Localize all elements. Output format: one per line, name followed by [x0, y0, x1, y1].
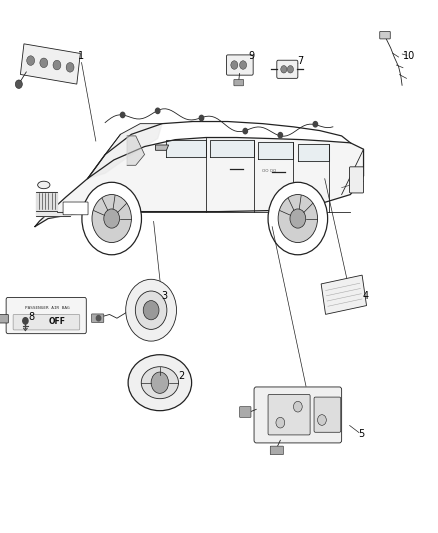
FancyBboxPatch shape [314, 397, 341, 432]
FancyBboxPatch shape [380, 31, 390, 39]
Circle shape [318, 415, 326, 425]
FancyBboxPatch shape [6, 297, 86, 334]
Circle shape [126, 279, 177, 341]
Polygon shape [36, 192, 57, 211]
Circle shape [281, 66, 287, 73]
Polygon shape [166, 140, 206, 157]
Polygon shape [258, 142, 293, 159]
Polygon shape [321, 275, 367, 314]
Text: OFF: OFF [49, 318, 65, 326]
FancyBboxPatch shape [63, 202, 88, 215]
FancyBboxPatch shape [254, 387, 342, 443]
Text: 2: 2 [179, 371, 185, 381]
Polygon shape [298, 144, 328, 161]
Circle shape [278, 133, 283, 138]
FancyBboxPatch shape [13, 314, 80, 330]
Circle shape [27, 56, 35, 66]
Circle shape [66, 62, 74, 72]
Text: 1: 1 [78, 51, 84, 61]
Polygon shape [155, 145, 169, 150]
Circle shape [53, 60, 61, 70]
Text: 5: 5 [358, 430, 364, 439]
Circle shape [290, 209, 306, 228]
Circle shape [151, 372, 169, 393]
Circle shape [15, 80, 22, 88]
Circle shape [155, 108, 160, 114]
Circle shape [231, 61, 238, 69]
FancyBboxPatch shape [240, 407, 251, 417]
FancyBboxPatch shape [92, 314, 104, 322]
Circle shape [268, 182, 328, 255]
Text: 8: 8 [28, 312, 35, 322]
FancyBboxPatch shape [0, 314, 8, 323]
Circle shape [293, 401, 302, 412]
Circle shape [23, 318, 28, 324]
Circle shape [104, 209, 120, 228]
Circle shape [40, 58, 48, 68]
Polygon shape [35, 138, 364, 227]
Circle shape [120, 112, 125, 118]
FancyBboxPatch shape [234, 79, 244, 86]
Circle shape [135, 291, 167, 329]
Text: 3: 3 [161, 291, 167, 301]
FancyBboxPatch shape [270, 446, 283, 455]
Ellipse shape [128, 355, 192, 411]
Circle shape [143, 301, 159, 320]
FancyBboxPatch shape [277, 60, 298, 78]
Polygon shape [21, 44, 80, 84]
Circle shape [92, 195, 131, 243]
Circle shape [278, 195, 318, 243]
Text: 4: 4 [363, 291, 369, 301]
Ellipse shape [38, 181, 50, 189]
Circle shape [243, 128, 247, 134]
FancyBboxPatch shape [350, 167, 364, 193]
Polygon shape [127, 136, 145, 165]
Circle shape [96, 316, 101, 321]
FancyBboxPatch shape [268, 394, 310, 435]
Text: OO OO: OO OO [262, 168, 276, 173]
Text: 7: 7 [297, 56, 303, 66]
Circle shape [240, 61, 247, 69]
Circle shape [313, 122, 318, 127]
Circle shape [287, 66, 293, 73]
Circle shape [199, 115, 204, 120]
Circle shape [276, 417, 285, 428]
Ellipse shape [141, 367, 179, 399]
Polygon shape [36, 211, 70, 216]
FancyBboxPatch shape [226, 55, 253, 75]
Text: PASSENGER AIR BAG: PASSENGER AIR BAG [25, 306, 69, 310]
Polygon shape [210, 140, 254, 157]
Polygon shape [88, 124, 162, 179]
Text: 10: 10 [403, 51, 416, 61]
Circle shape [82, 182, 141, 255]
Text: 9: 9 [249, 51, 255, 61]
